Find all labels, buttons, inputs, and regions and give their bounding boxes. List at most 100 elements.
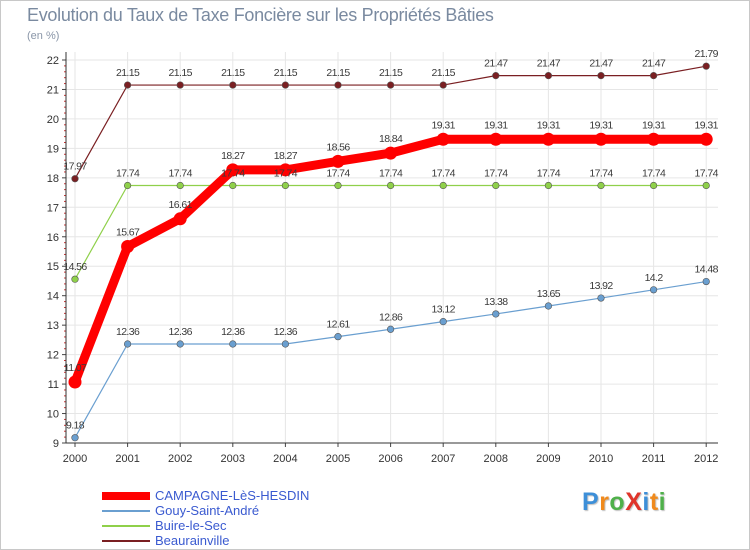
point-beaurainville-2004: [281, 81, 290, 89]
xtick-label-2003: 2003: [221, 453, 245, 465]
data-label-gouy-saint-andre-2008: 13.38: [484, 296, 508, 308]
point-gouy-saint-andre-2007: [439, 318, 447, 326]
data-label-buire-le-sec-2006: 17.74: [379, 168, 403, 180]
point-gouy-saint-andre-2011: [649, 286, 658, 294]
point-gouy-saint-andre-2002: [176, 340, 184, 348]
xtick-label-2002: 2002: [168, 453, 192, 465]
point-buire-le-sec-2004: [281, 181, 290, 190]
point-campagne-les-hesdin-2011: [647, 132, 661, 146]
ytick-label-10: 10: [47, 409, 59, 421]
point-beaurainville-2007: [439, 81, 447, 89]
data-label-beaurainville-2001: 21.15: [116, 67, 140, 79]
point-gouy-saint-andre-2012: [702, 277, 710, 286]
data-label-campagne-les-hesdin-2010: 19.31: [589, 119, 613, 131]
ytick-label-18: 18: [47, 173, 59, 185]
point-campagne-les-hesdin-2005: [331, 154, 345, 168]
ytick-label-19: 19: [47, 143, 59, 155]
legend-swatch-gouy-saint-andre: [102, 510, 150, 512]
point-gouy-saint-andre-2008: [492, 310, 500, 318]
ytick-label-11: 11: [48, 379, 59, 391]
data-label-campagne-les-hesdin-2012: 19.31: [695, 119, 719, 131]
data-label-layer: 17.97 21.15 21.15 21.15 21.15 21.15 21.15 21.15…: [63, 48, 719, 432]
legend: CAMPAGNE-LèS-HESDIN Gouy-Saint-André Bui…: [102, 488, 372, 548]
data-label-gouy-saint-andre-2007: 13.12: [432, 304, 456, 316]
data-label-beaurainville-2009: 21.47: [537, 58, 561, 70]
logo-letter-p: P: [582, 488, 600, 516]
legend-item-buire-le-sec[interactable]: Buire-le-Sec: [102, 518, 372, 533]
point-campagne-les-hesdin-2007: [436, 132, 450, 146]
data-label-buire-le-sec-2001: 17.74: [116, 168, 140, 180]
point-buire-le-sec-2002: [176, 181, 184, 190]
legend-item-campagne-les-hesdin[interactable]: CAMPAGNE-LèS-HESDIN: [102, 488, 372, 503]
point-beaurainville-2008: [492, 72, 500, 80]
point-gouy-saint-andre-2000: [71, 434, 79, 442]
point-buire-le-sec-2010: [597, 181, 605, 190]
data-label-gouy-saint-andre-2010: 13.92: [589, 280, 613, 292]
ytick-label-15: 15: [47, 261, 59, 273]
data-label-beaurainville-2008: 21.47: [484, 58, 508, 70]
data-label-gouy-saint-andre-2004: 12.36: [274, 326, 298, 338]
xtick-label-2010: 2010: [589, 453, 613, 465]
data-label-gouy-saint-andre-2001: 12.36: [116, 326, 140, 338]
series-campagne-les-hesdin: [68, 132, 713, 389]
ytick-label-17: 17: [47, 202, 59, 214]
data-label-buire-le-sec-2003: 17.74: [221, 168, 245, 180]
point-campagne-les-hesdin-2008: [489, 132, 503, 146]
data-label-campagne-les-hesdin-2003: 18.27: [221, 150, 245, 162]
point-gouy-saint-andre-2004: [281, 340, 290, 348]
point-buire-le-sec-2012: [702, 181, 710, 190]
data-label-beaurainville-2006: 21.15: [379, 67, 403, 79]
ytick-label-12: 12: [47, 350, 59, 362]
logo-letter-x: X: [625, 488, 643, 516]
point-buire-le-sec-2007: [439, 181, 447, 190]
data-label-campagne-les-hesdin-2006: 18.84: [379, 133, 403, 145]
proxiti-logo: ProXiti: [582, 488, 666, 517]
axis-layer: 9 10 11 12 13 14 15 16 17 18 19 20 21 22 2000 2001 2002 2…: [47, 52, 718, 465]
data-label-gouy-saint-andre-2005: 12.61: [326, 319, 350, 331]
series-beaurainville: [71, 62, 710, 183]
data-label-beaurainville-2004: 21.15: [274, 67, 298, 79]
data-label-buire-le-sec-2007: 17.74: [432, 168, 456, 180]
data-label-campagne-les-hesdin-2001: 15.67: [116, 226, 140, 238]
data-label-beaurainville-2010: 21.47: [589, 58, 613, 70]
point-buire-le-sec-2008: [492, 181, 500, 190]
data-label-campagne-les-hesdin-2008: 19.31: [484, 119, 508, 131]
data-label-buire-le-sec-2004: 17.74: [274, 168, 298, 180]
point-beaurainville-2005: [334, 81, 342, 89]
point-gouy-saint-andre-2001: [123, 340, 132, 348]
point-buire-le-sec-2003: [229, 181, 237, 190]
logo-letter-o: o: [609, 488, 626, 516]
xtick-label-2008: 2008: [484, 453, 508, 465]
xtick-label-2009: 2009: [536, 453, 560, 465]
logo-letter-i: i: [642, 488, 650, 516]
point-buire-le-sec-2005: [334, 181, 342, 190]
point-campagne-les-hesdin-2010: [594, 132, 608, 146]
data-label-campagne-les-hesdin-2009: 19.31: [537, 119, 561, 131]
point-campagne-les-hesdin-2012: [699, 132, 713, 146]
data-label-buire-le-sec-2010: 17.74: [589, 168, 613, 180]
point-beaurainville-2010: [597, 72, 605, 80]
data-label-campagne-les-hesdin-2011: 19.31: [642, 119, 666, 131]
data-label-beaurainville-2000: 17.97: [63, 161, 87, 173]
ytick-label-9: 9: [53, 438, 59, 450]
legend-item-beaurainville[interactable]: Beaurainville: [102, 533, 372, 548]
point-campagne-les-hesdin-2006: [384, 146, 398, 160]
legend-item-gouy-saint-andre[interactable]: Gouy-Saint-André: [102, 503, 372, 518]
ytick-label-13: 13: [47, 320, 59, 332]
ytick-label-14: 14: [47, 291, 59, 303]
data-label-buire-le-sec-2009: 17.74: [537, 168, 561, 180]
point-gouy-saint-andre-2006: [387, 325, 395, 333]
legend-swatch-campagne-les-hesdin: [102, 492, 150, 500]
xtick-label-2006: 2006: [378, 453, 402, 465]
xtick-label-2012: 2012: [694, 453, 718, 465]
point-beaurainville-2002: [176, 81, 184, 89]
series-gouy-saint-andre: [71, 277, 710, 442]
ytick-label-22: 22: [47, 55, 59, 67]
data-label-buire-le-sec-2002: 17.74: [169, 168, 193, 180]
xtick-label-2007: 2007: [431, 453, 455, 465]
data-label-campagne-les-hesdin-2002: 16.61: [169, 199, 193, 211]
legend-label-campagne-les-hesdin: CAMPAGNE-LèS-HESDIN: [155, 488, 310, 503]
point-gouy-saint-andre-2009: [544, 302, 553, 310]
data-label-beaurainville-2005: 21.15: [326, 67, 350, 79]
